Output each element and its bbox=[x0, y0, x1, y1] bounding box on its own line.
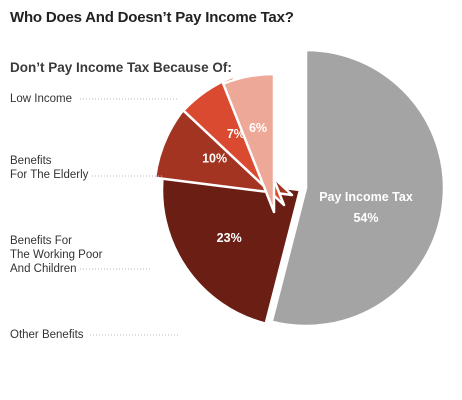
value-labels: Pay Income Tax 54% 23% 10%7% 6% bbox=[202, 121, 413, 245]
category-label-benefits-for-the-elderly-line-1: Benefits bbox=[10, 155, 52, 167]
category-label-low-income-line-1: Low Income bbox=[10, 93, 72, 105]
slice-label-pay-income-tax: Pay Income Tax bbox=[319, 190, 413, 204]
value-label-other-benefits: 6% bbox=[249, 121, 267, 135]
value-label-low-income: 23% bbox=[217, 231, 242, 245]
chart-title: Who Does And Doesn’t Pay Income Tax? bbox=[10, 9, 294, 26]
category-label-other-benefits-line-1: Other Benefits bbox=[10, 329, 84, 341]
pie-slice-other-benefits bbox=[221, 72, 276, 214]
value-label-pay-income-tax: 54% bbox=[353, 211, 378, 225]
category-labels: Low Income Benefits For The Elderly Benefit… bbox=[10, 93, 103, 341]
pie-slice-pay-income-tax bbox=[270, 48, 446, 328]
category-label-benefits-for-the-working-poor-and-children-line-3: And Children bbox=[10, 263, 76, 275]
value-label-benefits-for-the-elderly: 10% bbox=[202, 152, 227, 166]
category-label-benefits-for-the-working-poor-and-children-line-2: The Working Poor bbox=[10, 249, 103, 261]
chart-subtitle: Don’t Pay Income Tax Because Of: bbox=[10, 60, 232, 75]
pie-slices bbox=[153, 48, 446, 328]
value-label-benefits-for-the-working-poor-and-children: 7% bbox=[227, 127, 245, 141]
category-label-benefits-for-the-working-poor-and-children-line-1: Benefits For bbox=[10, 235, 72, 247]
leader-lines bbox=[80, 98, 178, 336]
pie-slice-low-income bbox=[160, 171, 302, 325]
category-label-benefits-for-the-elderly-line-2: For The Elderly bbox=[10, 169, 89, 181]
